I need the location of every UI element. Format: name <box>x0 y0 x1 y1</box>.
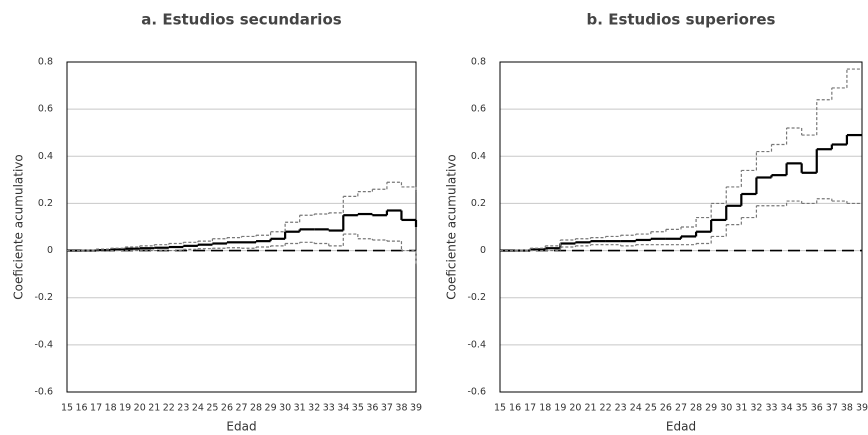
x-tick-label: 29 <box>265 403 277 414</box>
x-tick-label: 27 <box>235 403 247 414</box>
x-tick-label: 26 <box>221 403 233 414</box>
x-tick-label: 35 <box>796 403 808 414</box>
x-tick-label: 24 <box>192 403 204 414</box>
x-axis-label: Edad <box>226 420 256 434</box>
x-tick-label: 30 <box>720 403 732 414</box>
x-tick-label: 30 <box>279 403 291 414</box>
y-tick-label: 0.8 <box>38 57 53 68</box>
x-tick-label: 32 <box>750 403 762 414</box>
y-axis-label: Coeficiente acumulativo <box>12 154 26 300</box>
series <box>500 198 862 252</box>
y-tick-label: -0.6 <box>34 387 53 398</box>
x-tick-label: 39 <box>856 403 868 414</box>
chart-title: b. Estudios superiores <box>587 11 776 29</box>
x-tick-label: 36 <box>811 403 823 414</box>
x-tick-label: 17 <box>524 403 536 414</box>
plot-frame <box>66 61 417 393</box>
y-tick-label: 0 <box>47 245 53 256</box>
x-tick-label: 18 <box>105 403 117 414</box>
x-tick-label: 25 <box>645 403 657 414</box>
x-tick-label: 23 <box>177 403 189 414</box>
x-tick-label: 16 <box>509 403 521 414</box>
x-tick-label: 36 <box>366 403 378 414</box>
x-tick-label: 27 <box>675 403 687 414</box>
series <box>67 181 417 252</box>
x-tick-label: 33 <box>765 403 777 414</box>
x-tick-label: 26 <box>660 403 672 414</box>
x-tick-label: 31 <box>294 403 306 414</box>
x-tick-label: 15 <box>61 403 73 414</box>
y-tick-label: 0 <box>480 245 486 256</box>
x-tick-label: 34 <box>337 403 349 414</box>
x-tick-label: 16 <box>75 403 87 414</box>
y-tick-label: -0.2 <box>34 292 53 303</box>
x-tick-label: 38 <box>395 403 407 414</box>
y-tick-label: -0.2 <box>467 292 486 303</box>
y-tick-label: -0.4 <box>467 339 486 350</box>
series <box>67 233 417 265</box>
x-tick-label: 34 <box>781 403 793 414</box>
y-tick-label: -0.4 <box>34 339 53 350</box>
x-tick-label: 25 <box>206 403 218 414</box>
x-tick-label: 20 <box>134 403 146 414</box>
x-tick-label: 18 <box>539 403 551 414</box>
y-tick-label: 0.6 <box>471 104 486 115</box>
x-tick-label: 15 <box>494 403 506 414</box>
x-tick-label: 24 <box>630 403 642 414</box>
y-tick-label: 0.8 <box>471 57 486 68</box>
chart-title: a. Estudios secundarios <box>141 11 341 29</box>
y-tick-label: 0.4 <box>38 151 53 162</box>
y-tick-label: 0.2 <box>471 198 486 209</box>
x-axis-label: Edad <box>666 420 696 434</box>
x-tick-label: 22 <box>163 403 175 414</box>
x-tick-label: 31 <box>735 403 747 414</box>
y-tick-label: -0.6 <box>467 387 486 398</box>
x-tick-label: 21 <box>584 403 596 414</box>
x-tick-label: 23 <box>615 403 627 414</box>
series <box>500 133 862 252</box>
x-tick-label: 35 <box>352 403 364 414</box>
plot-frame <box>499 61 863 393</box>
y-tick-label: 0.2 <box>38 198 53 209</box>
x-tick-label: 21 <box>148 403 160 414</box>
x-tick-label: 17 <box>90 403 102 414</box>
x-tick-label: 29 <box>705 403 717 414</box>
y-axis-label: Coeficiente acumulativo <box>445 154 459 300</box>
x-tick-label: 39 <box>410 403 422 414</box>
x-tick-label: 28 <box>690 403 702 414</box>
x-tick-label: 37 <box>381 403 393 414</box>
x-tick-label: 32 <box>308 403 320 414</box>
series <box>67 209 418 252</box>
y-tick-label: 0.4 <box>471 151 486 162</box>
x-tick-label: 19 <box>119 403 131 414</box>
x-tick-label: 28 <box>250 403 262 414</box>
x-tick-label: 37 <box>826 403 838 414</box>
x-tick-label: 38 <box>841 403 853 414</box>
x-tick-label: 22 <box>600 403 612 414</box>
x-tick-label: 19 <box>554 403 566 414</box>
series <box>500 68 862 252</box>
y-tick-label: 0.6 <box>38 104 53 115</box>
x-tick-label: 33 <box>323 403 335 414</box>
x-tick-label: 20 <box>569 403 581 414</box>
